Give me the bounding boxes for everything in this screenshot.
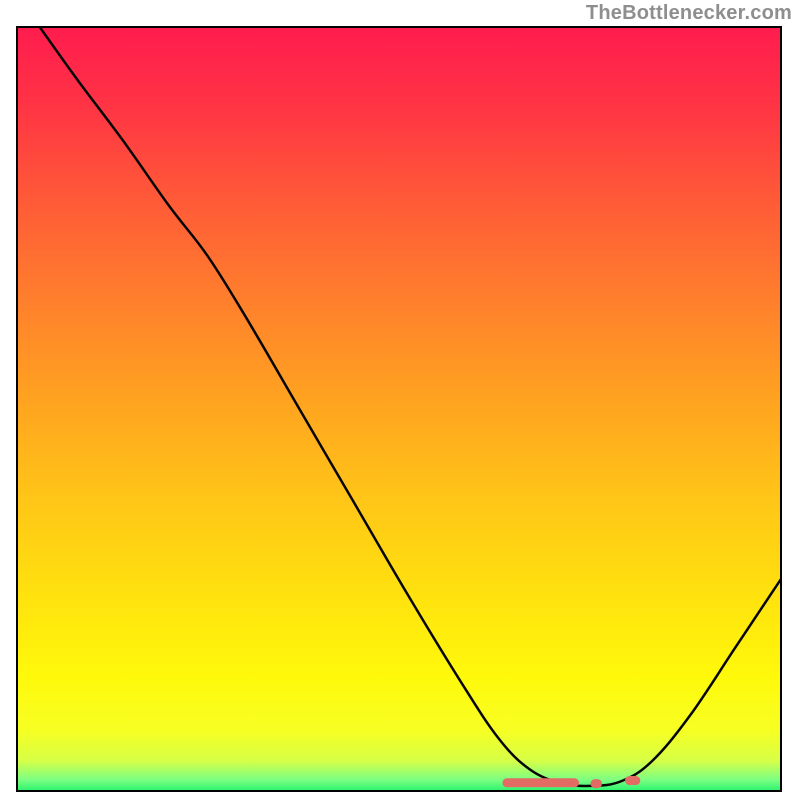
chart-container: { "attribution": { "text": "TheBottlenec…	[0, 0, 800, 800]
chart-svg	[16, 26, 782, 792]
attribution-text: TheBottlenecker.com	[586, 2, 792, 25]
optimal-range-marker	[502, 778, 579, 787]
gradient-background	[17, 27, 781, 791]
chart-plot	[16, 26, 782, 792]
optimal-range-marker	[591, 779, 602, 788]
optimal-range-marker	[625, 776, 640, 785]
